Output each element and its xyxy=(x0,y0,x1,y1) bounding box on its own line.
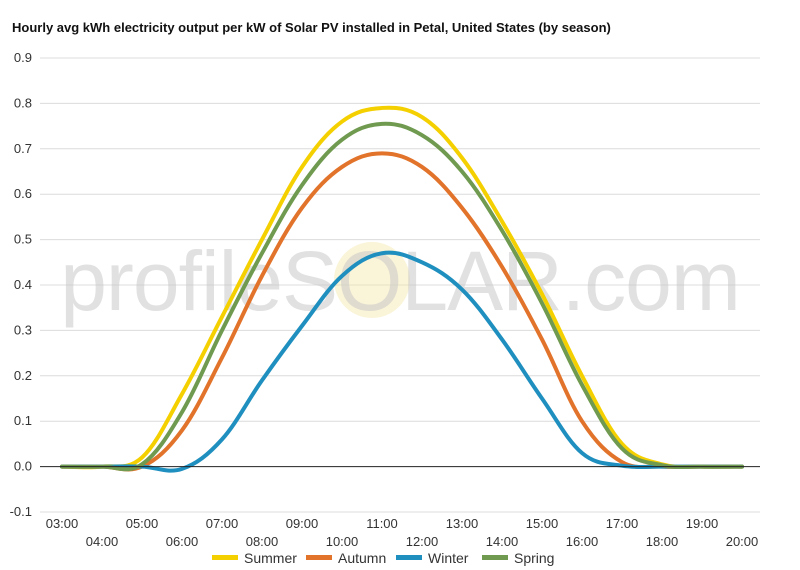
series-line-autumn xyxy=(60,151,744,472)
legend-swatch-spring xyxy=(482,555,508,560)
legend-label-summer: Summer xyxy=(244,550,297,566)
y-tick-label: 0.5 xyxy=(14,232,32,247)
x-tick-label: 14:00 xyxy=(486,534,519,549)
watermark-logo: profileSOLAR.com xyxy=(60,234,740,328)
x-tick-label: 12:00 xyxy=(406,534,439,549)
legend-label-autumn: Autumn xyxy=(338,550,386,566)
series-line-winter xyxy=(60,250,744,473)
legend-swatch-autumn xyxy=(306,555,332,560)
series-line-spring xyxy=(60,121,744,472)
y-tick-label: 0.3 xyxy=(14,322,32,337)
x-tick-label: 18:00 xyxy=(646,534,679,549)
x-tick-label: 11:00 xyxy=(366,516,398,531)
x-tick-label: 07:00 xyxy=(206,516,239,531)
x-tick-label: 16:00 xyxy=(566,534,599,549)
x-tick-label: 03:00 xyxy=(46,516,79,531)
y-tick-label: 0.8 xyxy=(14,95,32,110)
legend-swatch-summer xyxy=(212,555,238,560)
axis-layer: -0.1 0.0 0.1 0.2 0.3 0.4 0.5 0.6 0.7 0.8 0.9 03:00 0… xyxy=(10,50,760,549)
y-tick-label: 0.0 xyxy=(14,459,32,474)
y-tick-label: 0.7 xyxy=(14,141,32,156)
y-tick-label: 0.1 xyxy=(14,413,32,428)
x-tick-label: 04:00 xyxy=(86,534,119,549)
x-tick-label: 15:00 xyxy=(526,516,559,531)
legend-swatch-winter xyxy=(396,555,422,560)
legend-layer: Summer Autumn Winter Spring xyxy=(212,550,554,566)
y-tick-label: 0.2 xyxy=(14,368,32,383)
x-tick-label: 19:00 xyxy=(686,516,719,531)
x-tick-label: 13:00 xyxy=(446,516,479,531)
y-tick-label: -0.1 xyxy=(10,504,32,519)
x-tick-label: 20:00 xyxy=(726,534,759,549)
grid-layer xyxy=(40,57,760,513)
x-tick-label: 06:00 xyxy=(166,534,199,549)
watermark-layer: profileSOLAR.com xyxy=(60,234,741,328)
x-tick-label: 08:00 xyxy=(246,534,279,549)
legend-label-spring: Spring xyxy=(514,550,554,566)
x-tick-label: 10:00 xyxy=(326,534,359,549)
y-tick-label: 0.9 xyxy=(14,50,32,65)
x-tick-label: 17:00 xyxy=(606,516,639,531)
watermark-sun-icon xyxy=(334,242,410,318)
y-tick-label: 0.6 xyxy=(14,186,32,201)
y-tick-label: 0.4 xyxy=(14,277,32,292)
chart-title: Hourly avg kWh electricity output per kW… xyxy=(12,20,611,35)
series-line-summer xyxy=(60,105,744,470)
x-tick-label: 09:00 xyxy=(286,516,319,531)
legend-label-winter: Winter xyxy=(428,550,469,566)
x-tick-label: 05:00 xyxy=(126,516,159,531)
series-layer xyxy=(60,105,744,473)
